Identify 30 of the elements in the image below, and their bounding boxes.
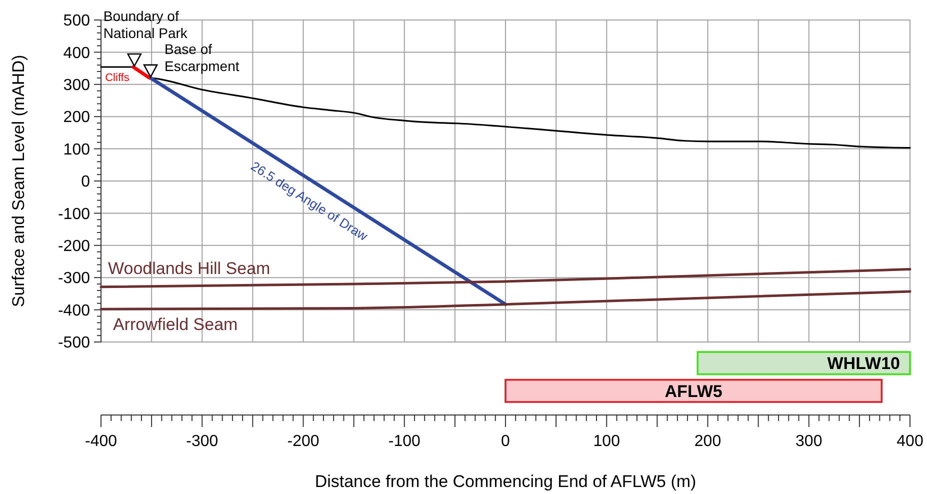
x-axis-title: Distance from the Commencing End of AFLW5 (m) <box>314 472 696 491</box>
y-tick-label: -100 <box>58 206 90 223</box>
series-label: Woodlands Hill Seam <box>108 258 270 278</box>
annotation: Base of Escarpment <box>164 40 240 74</box>
x-tick-label: 400 <box>896 433 924 450</box>
line-series <box>100 290 912 310</box>
y-tick-label: -400 <box>58 302 90 320</box>
y-tick-label: -200 <box>58 238 90 255</box>
x-tick-label: -100 <box>388 433 420 450</box>
x-tick-label: -200 <box>287 433 320 450</box>
x-tick-label: 300 <box>796 433 822 450</box>
y-tick-label: -500 <box>58 334 90 352</box>
y-tick-label: 400 <box>63 44 90 62</box>
y-axis-title: Surface and Seam Level (mAHD) <box>9 54 28 308</box>
x-tick-label: 100 <box>593 433 620 450</box>
y-tick-label: 100 <box>63 141 90 158</box>
y-tick-label: WHLW10 <box>827 354 900 374</box>
y-tick-label: 0 <box>81 174 90 191</box>
series-label: Cliffs <box>105 72 130 84</box>
x-tick-label: -400 <box>84 433 118 450</box>
x-tick-label: 0 <box>501 433 510 450</box>
y-tick-label: -300 <box>58 270 90 288</box>
x-tick-label: -300 <box>186 433 218 450</box>
y-tick-label: 300 <box>63 77 90 94</box>
annotation: Boundary of National Park <box>103 8 188 42</box>
series-label: Arrowfield Seam <box>113 315 238 334</box>
y-tick-label: 500 <box>63 12 90 30</box>
y-tick-label: 200 <box>63 109 90 126</box>
y-tick-label: AFLW5 <box>664 382 722 402</box>
x-tick-label: 200 <box>694 433 722 450</box>
